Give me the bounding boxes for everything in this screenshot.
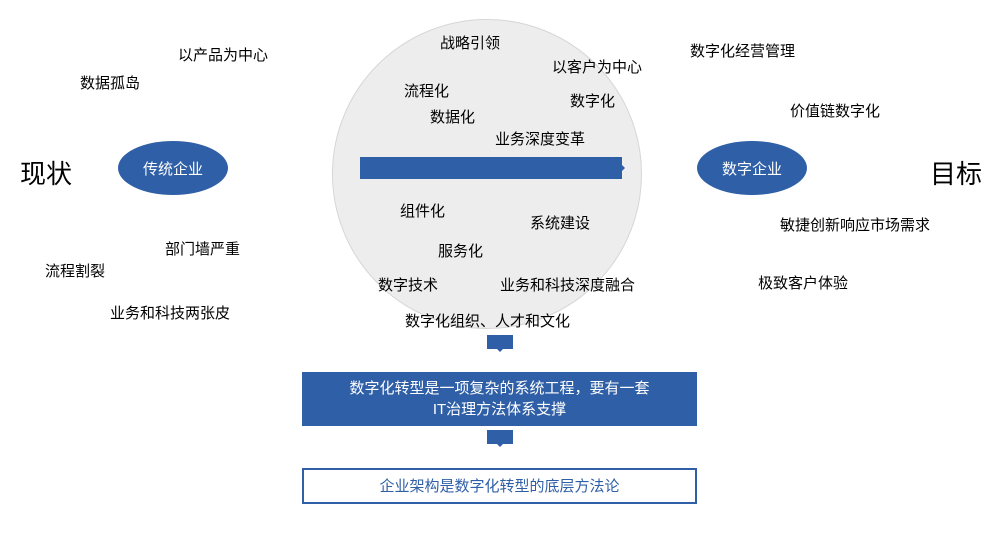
box-2-text: 企业架构是数字化转型的底层方法论 [379, 476, 619, 497]
label-l_process_split: 流程割裂 [45, 260, 105, 281]
down-arrow-2 [475, 430, 525, 470]
label-c_digi_tech: 数字技术 [378, 274, 438, 295]
ellipse-traditional-label: 传统企业 [143, 158, 203, 179]
label-l_product_center: 以产品为中心 [178, 44, 268, 65]
label-l_two_skins: 业务和科技两张皮 [110, 302, 230, 323]
label-target-state: 目标 [930, 154, 982, 191]
label-c_fuse: 业务和科技深度融合 [500, 274, 635, 295]
transform-arrow [360, 143, 660, 193]
down-arrow-1-shaft [487, 335, 513, 349]
label-c_component: 组件化 [400, 200, 445, 221]
label-c_digital: 数字化 [570, 90, 615, 111]
label-c_process: 流程化 [404, 80, 449, 101]
down-arrow-1 [475, 335, 525, 375]
ellipse-digital: 数字企业 [697, 141, 807, 195]
box-statement-1: 数字化转型是一项复杂的系统工程，要有一套 IT治理方法体系支撑 [302, 372, 697, 426]
label-c_sys_build: 系统建设 [530, 212, 590, 233]
arrow-shaft [360, 157, 622, 179]
label-c_strategy: 战略引领 [440, 32, 500, 53]
box-statement-2: 企业架构是数字化转型的底层方法论 [302, 468, 697, 504]
label-r_value_chain: 价值链数字化 [790, 100, 880, 121]
label-r_ux: 极致客户体验 [758, 272, 848, 293]
down-arrow-2-shaft [487, 430, 513, 444]
label-l_data_island: 数据孤岛 [80, 72, 140, 93]
label-current-state: 现状 [20, 154, 72, 191]
label-r_agile: 敏捷创新响应市场需求 [780, 214, 930, 235]
label-c_deep_change: 业务深度变革 [495, 128, 585, 149]
ellipse-digital-label: 数字企业 [722, 158, 782, 179]
ellipse-traditional: 传统企业 [118, 141, 228, 195]
label-c_data: 数据化 [430, 106, 475, 127]
down-arrow-2-head-icon [497, 444, 503, 450]
label-c_service: 服务化 [438, 240, 483, 261]
label-c_cust_center: 以客户为中心 [552, 56, 642, 77]
down-arrow-1-head-icon [497, 349, 503, 355]
box-1-text: 数字化转型是一项复杂的系统工程，要有一套 IT治理方法体系支撑 [349, 378, 649, 420]
arrow-head-icon [622, 165, 628, 171]
label-l_dept_wall: 部门墙严重 [165, 238, 240, 259]
label-c_org: 数字化组织、人才和文化 [405, 310, 570, 331]
label-r_ops_mgmt: 数字化经营管理 [690, 40, 795, 61]
